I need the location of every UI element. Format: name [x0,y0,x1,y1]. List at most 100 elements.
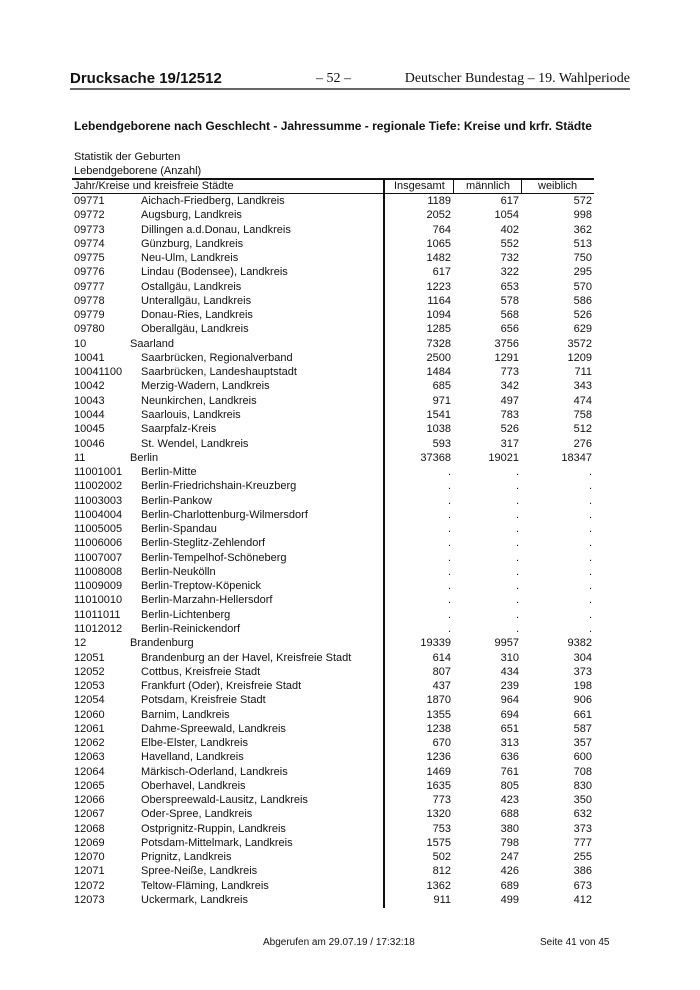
subtitle-statistics: Statistik der Geburten [74,151,181,163]
row-female: 373 [573,822,592,835]
row-code: 09773 [74,223,105,236]
row-male: 247 [500,851,519,864]
row-male: . [515,622,519,635]
row-name: Neunkirchen, Landkreis [141,394,257,407]
row-female: 373 [573,665,592,678]
row-male: . [515,580,519,593]
row-male: 239 [500,680,519,693]
table-row: 11007007 Berlin-Tempelhof-Schöneberg... [72,551,594,565]
row-female: 526 [573,309,592,322]
row-code: 12068 [74,822,105,835]
row-code: 09776 [74,266,105,279]
row-code: 12071 [74,865,105,878]
column-divider [453,180,454,193]
table-row: 09775 Neu-Ulm, Landkreis 1482 732 750 [72,251,594,265]
row-male: 617 [500,195,519,207]
row-total: 812 [432,865,451,878]
row-name: Dillingen a.d.Donau, Landkreis [141,223,291,236]
table-row: 12071 Spree-Neiße, Landkreis 812 426 386 [72,864,594,878]
row-total: 19339 [420,637,451,650]
row-female: 304 [573,651,592,664]
row-code: 11003003 [74,494,123,507]
row-name: Oberhavel, Landkreis [141,779,246,792]
row-name: Merzig-Wadern, Landkreis [141,380,270,393]
page-number: – 52 – [316,71,351,86]
row-total: 670 [432,737,451,750]
row-female: 572 [573,195,592,207]
row-name: Berlin-Charlottenburg-Wilmersdorf [141,508,308,521]
table-row: 10 Saarland 7328 3756 3572 [72,337,594,351]
row-code: 12065 [74,779,105,792]
row-name: Oberallgäu, Landkreis [141,323,249,336]
row-female: . [588,594,592,607]
row-code: 10041100 [74,366,123,379]
row-total: 2052 [426,209,451,222]
row-male: 3756 [494,337,519,350]
row-male: 964 [500,694,519,707]
table-row: 12065 Oberhavel, Landkreis 1635 805 830 [72,779,594,793]
row-code: 12063 [74,751,105,764]
row-total: . [447,594,451,607]
table-header: Jahr/Kreise und kreisfreie Städte Insges… [72,180,594,194]
row-female: 600 [573,751,592,764]
row-female: 708 [573,765,592,778]
row-total: . [447,622,451,635]
row-total: . [447,565,451,578]
row-male: . [515,508,519,521]
row-total: 1285 [426,323,451,336]
table-row: 09780 Oberallgäu, Landkreis 1285 656 629 [72,322,594,336]
row-total: 1038 [426,423,451,436]
row-name: Havelland, Landkreis [141,751,244,764]
table-row: 11012012 Berlin-Reinickendorf... [72,622,594,636]
row-total: 1236 [426,751,451,764]
row-male: 651 [500,722,519,735]
row-total: 37368 [420,451,451,464]
row-female: 673 [573,879,592,892]
table-row: 11001001 Berlin-Mitte... [72,465,594,479]
column-divider [383,180,385,908]
row-male: 19021 [488,451,519,464]
row-code: 12060 [74,708,105,721]
row-female: 570 [573,280,592,293]
row-female: . [588,523,592,536]
row-code: 10041 [74,351,105,364]
row-code: 09771 [74,195,105,207]
row-female: . [588,537,592,550]
row-male: . [515,537,519,550]
row-total: . [447,580,451,593]
row-code: 11007007 [74,551,123,564]
row-total: 1635 [426,779,451,792]
row-female: 513 [573,237,592,250]
table-row: 10041100 Saarbrücken, Landeshauptstadt 148… [72,365,594,379]
row-female: 512 [573,423,592,436]
table-row: 12072 Teltow-Fläming, Landkreis 1362 689 673 [72,879,594,893]
row-name: Saarpfalz-Kreis [141,423,217,436]
row-male: 313 [500,737,519,750]
table-row: 10042 Merzig-Wadern, Landkreis 685 342 343 [72,379,594,393]
row-total: 437 [432,680,451,693]
row-female: 906 [573,694,592,707]
row-female: . [588,466,592,479]
row-code: 11005005 [74,523,123,536]
row-male: . [515,494,519,507]
row-total: 593 [432,437,451,450]
row-female: 350 [573,794,592,807]
row-name: Uckermark, Landkreis [141,894,248,907]
row-code: 09777 [74,280,105,293]
row-total: 1223 [426,280,451,293]
table-row: 09772 Augsburg, Landkreis 2052 1054 998 [72,208,594,222]
row-code: 11012012 [74,622,123,635]
row-name: Spree-Neiße, Landkreis [141,865,258,878]
row-total: 617 [432,266,451,279]
row-female: . [588,565,592,578]
retrieved-timestamp: Abgerufen am 29.07.19 / 17:32:18 [263,937,415,948]
row-female: 474 [573,394,592,407]
row-total: 1575 [426,836,451,849]
row-female: 276 [573,437,592,450]
table-row: 11009009 Berlin-Treptow-Köpenick... [72,579,594,593]
table-row: 10041 Saarbrücken, Regionalverband 2500 129… [72,351,594,365]
row-code: 12062 [74,737,105,750]
table-row: 09771 Aichach-Friedberg, Landkreis 1189 617… [72,194,594,208]
row-code: 10 [74,337,87,350]
row-female: 586 [573,294,592,307]
